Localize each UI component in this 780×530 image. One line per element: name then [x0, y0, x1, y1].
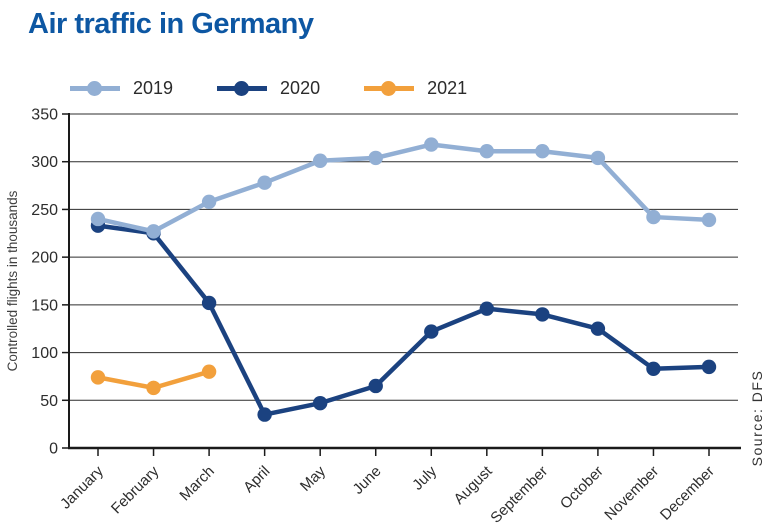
legend-item-2021: 2021	[364, 78, 467, 99]
legend-dot-2019	[87, 80, 102, 96]
x-tick-label-November: November	[601, 463, 662, 524]
x-tick-label-August: August	[451, 462, 497, 508]
series-line-2020	[95, 223, 712, 417]
legend-item-2020: 2020	[217, 78, 320, 99]
legend-marker-2019	[70, 80, 120, 96]
legend-dot-2021	[381, 80, 397, 96]
data-point-2020-April	[257, 407, 272, 422]
y-tick-label-300: 300	[31, 154, 58, 171]
series-line-2019	[95, 142, 712, 234]
legend-label-2020: 2020	[280, 78, 321, 98]
x-tick-label-April: April	[240, 463, 273, 496]
data-point-2020-September	[535, 307, 550, 322]
x-tick-label-June: June	[350, 463, 385, 498]
data-point-2020-March	[201, 295, 217, 311]
y-tick-label-50: 50	[40, 393, 58, 410]
page-title: Air traffic in Germany	[28, 8, 314, 40]
data-point-2019-July	[424, 137, 439, 152]
data-point-2019-October	[590, 150, 606, 166]
data-point-2021-February	[146, 380, 161, 396]
legend-marker-2021	[364, 80, 415, 96]
legend-item-2019: 2019	[70, 78, 173, 99]
data-point-2019-May	[312, 153, 328, 168]
x-tick-label-January: January	[57, 462, 107, 512]
x-tick-label-September: September	[487, 463, 551, 527]
data-point-2021-March	[201, 364, 217, 379]
x-tick-label-February: February	[108, 462, 163, 517]
data-point-2019-June	[368, 150, 383, 166]
legend-dot-2020	[234, 80, 250, 96]
y-tick-label-350: 350	[31, 107, 58, 124]
y-tick-label-150: 150	[31, 297, 58, 314]
y-tick-label-200: 200	[31, 250, 58, 267]
x-tick-label-July: July	[409, 462, 440, 493]
data-point-2019-September	[535, 144, 550, 159]
x-tick-label-March: March	[176, 463, 217, 504]
x-tick-label-December: December	[657, 463, 718, 524]
data-point-2020-October	[590, 321, 606, 336]
y-tick-label-100: 100	[31, 345, 58, 362]
x-tick-label-October: October	[557, 463, 607, 513]
data-point-2020-July	[424, 324, 439, 339]
data-point-2019-April	[257, 175, 272, 190]
data-point-2019-January	[90, 211, 106, 227]
data-point-2020-June	[368, 378, 383, 394]
legend: 2019 2020 2021	[70, 78, 467, 99]
source-label: Source: DFS	[749, 369, 765, 467]
data-point-2019-November	[646, 209, 661, 225]
x-tick-label-May: May	[297, 462, 329, 494]
data-point-2019-December	[701, 212, 717, 228]
data-point-2019-August	[479, 144, 495, 159]
legend-marker-2020	[217, 80, 268, 96]
legend-label-2021: 2021	[427, 78, 468, 98]
data-point-2020-December	[701, 359, 717, 375]
legend-label-2019: 2019	[133, 78, 174, 98]
data-point-2020-November	[646, 361, 661, 376]
data-point-2020-May	[312, 395, 328, 411]
data-point-2020-August	[479, 301, 495, 316]
y-axis-title: Controlled flights in thousands	[5, 190, 20, 371]
data-point-2021-January	[90, 370, 106, 385]
data-point-2019-February	[146, 224, 161, 239]
data-point-2019-March	[201, 194, 217, 209]
y-tick-label-0: 0	[49, 441, 58, 458]
y-tick-label-250: 250	[31, 202, 58, 219]
